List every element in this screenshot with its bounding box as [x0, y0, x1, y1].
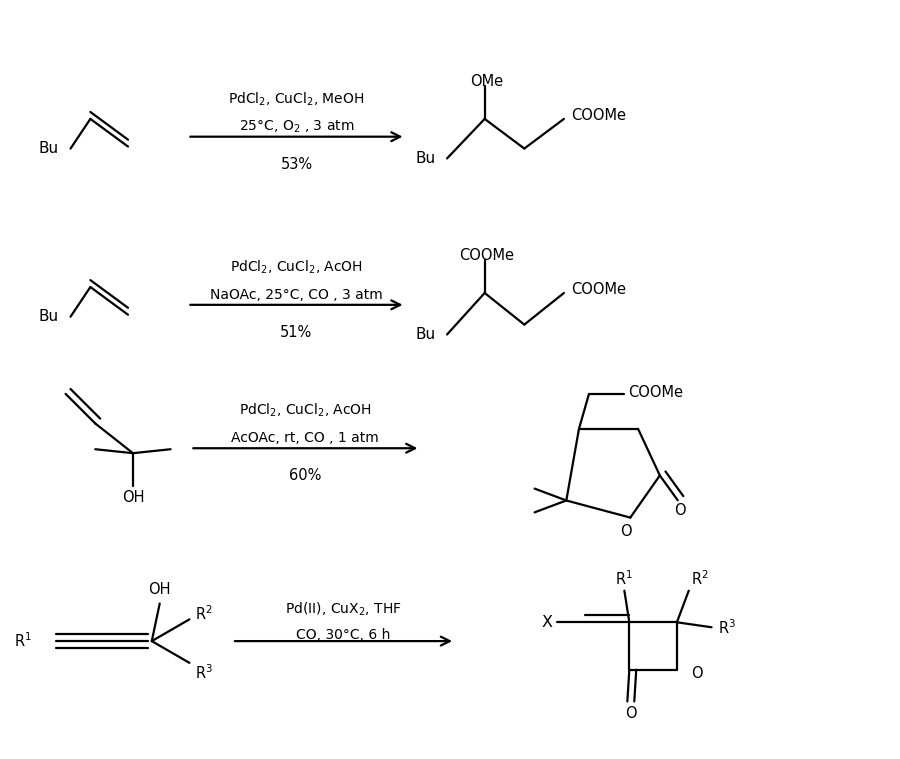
Text: NaOAc, 25°C, CO , 3 atm: NaOAc, 25°C, CO , 3 atm [210, 288, 382, 302]
Text: Bu: Bu [415, 151, 436, 166]
Text: PdCl$_2$, CuCl$_2$, MeOH: PdCl$_2$, CuCl$_2$, MeOH [229, 90, 364, 108]
Text: OMe: OMe [470, 74, 503, 89]
Text: X: X [542, 615, 553, 630]
Text: Bu: Bu [415, 327, 436, 342]
Text: R$^3$: R$^3$ [195, 663, 213, 682]
Text: R$^1$: R$^1$ [14, 631, 32, 650]
Text: R$^1$: R$^1$ [616, 569, 634, 588]
Text: COOMe: COOMe [571, 109, 626, 124]
Text: R$^2$: R$^2$ [691, 569, 708, 588]
Text: 51%: 51% [280, 325, 312, 340]
Text: 53%: 53% [281, 157, 312, 172]
Text: COOMe: COOMe [628, 385, 683, 400]
Text: R$^2$: R$^2$ [195, 604, 213, 622]
Text: O: O [620, 524, 632, 539]
Text: COOMe: COOMe [459, 248, 514, 263]
Text: OH: OH [148, 582, 171, 597]
Text: AcOAc, rt, CO , 1 atm: AcOAc, rt, CO , 1 atm [231, 431, 379, 446]
Text: PdCl$_2$, CuCl$_2$, AcOH: PdCl$_2$, CuCl$_2$, AcOH [230, 259, 363, 276]
Text: Pd(II), CuX$_2$, THF: Pd(II), CuX$_2$, THF [285, 600, 401, 618]
Text: R$^3$: R$^3$ [718, 618, 736, 637]
Text: CO, 30°C, 6 h: CO, 30°C, 6 h [296, 628, 391, 642]
Text: 60%: 60% [289, 468, 321, 483]
Text: OH: OH [122, 490, 144, 505]
Text: Bu: Bu [39, 141, 58, 156]
Text: O: O [691, 666, 702, 682]
Text: Bu: Bu [39, 309, 58, 324]
Text: O: O [626, 706, 637, 721]
Text: O: O [674, 502, 686, 518]
Text: COOMe: COOMe [571, 282, 626, 298]
Text: 25°C, O$_2$ , 3 atm: 25°C, O$_2$ , 3 atm [238, 118, 355, 135]
Text: PdCl$_2$, CuCl$_2$, AcOH: PdCl$_2$, CuCl$_2$, AcOH [238, 402, 372, 420]
